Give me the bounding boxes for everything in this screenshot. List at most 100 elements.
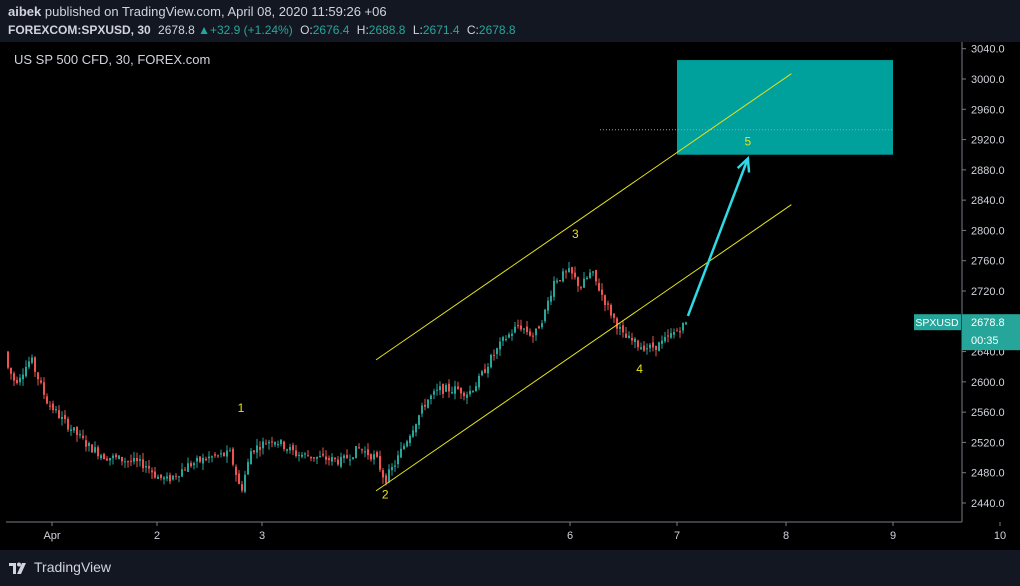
- candle-body: [244, 474, 246, 492]
- candle-body: [190, 463, 192, 467]
- symbol-label[interactable]: FOREXCOM:SPXUSD, 30: [8, 23, 151, 37]
- countdown-label: 00:35: [971, 335, 999, 347]
- symbol-tag-label: SPXUSD: [915, 317, 959, 329]
- price-change: +32.9 (+1.24%): [209, 23, 293, 37]
- candle-body: [508, 334, 510, 338]
- candle-body: [496, 348, 498, 355]
- candle-body: [454, 386, 456, 394]
- candle-body: [172, 475, 174, 480]
- candle-body: [529, 331, 531, 336]
- candle-body: [10, 367, 12, 374]
- time-tick-label: 9: [890, 530, 896, 542]
- candle-body: [568, 268, 570, 273]
- candle-body: [520, 325, 522, 330]
- candle-body: [226, 450, 228, 457]
- candle-body: [202, 457, 204, 464]
- candle-body: [343, 455, 345, 459]
- candle-body: [118, 455, 120, 460]
- candle-body: [16, 379, 18, 384]
- candle-body: [238, 473, 240, 484]
- candle-body: [418, 415, 420, 425]
- candle-body: [124, 461, 126, 463]
- candle-body: [316, 456, 318, 459]
- time-axis[interactable]: Apr2367891011: [6, 521, 1020, 542]
- candle-body: [490, 354, 492, 368]
- price-tick-label: 2920.0: [971, 135, 1005, 147]
- price-tick-label: 2960.0: [971, 104, 1005, 116]
- candle-body: [301, 454, 303, 457]
- publish-line: aibek published on TradingView.com, Apri…: [8, 4, 387, 19]
- candle-body: [349, 459, 351, 461]
- candle-body: [106, 458, 108, 461]
- candle-body: [661, 340, 663, 344]
- candle-body: [433, 391, 435, 395]
- candle-body: [229, 450, 231, 452]
- chart-title: US SP 500 CFD, 30, FOREX.com: [14, 52, 210, 67]
- candle-body: [160, 474, 162, 478]
- candle-body: [199, 456, 201, 462]
- candle-body: [97, 447, 99, 457]
- wave-label-4: 4: [636, 362, 643, 376]
- channel-upper-line: [375, 73, 792, 361]
- open-value: 2676.4: [312, 23, 350, 37]
- candle-body: [589, 272, 591, 278]
- candle-body: [328, 458, 330, 461]
- candle-body: [184, 469, 186, 471]
- candle-body: [52, 403, 54, 410]
- chart-area[interactable]: 1 2 3 4 5 US SP 500 CFD, 30, FOREX.com 2440.…: [0, 42, 1020, 550]
- candle-body: [670, 333, 672, 338]
- candle-body: [307, 455, 309, 457]
- candle-body: [649, 344, 651, 349]
- candle-body: [448, 383, 450, 392]
- candle-body: [130, 460, 132, 462]
- candle-body: [340, 456, 342, 467]
- candle-body: [49, 405, 51, 407]
- candle-body: [241, 484, 243, 491]
- candle-body: [511, 333, 513, 336]
- candle-body: [553, 280, 555, 297]
- candle-body: [76, 426, 78, 436]
- candle-body: [88, 443, 90, 446]
- price-tick-label: 2600.0: [971, 377, 1005, 389]
- candle-body: [655, 345, 657, 350]
- candle-body: [70, 429, 72, 431]
- candle-body: [664, 336, 666, 342]
- candle-body: [583, 278, 585, 288]
- candle-body: [646, 348, 648, 350]
- candle-body: [535, 328, 537, 336]
- candle-body: [547, 300, 549, 311]
- author-name[interactable]: aibek: [8, 4, 42, 19]
- candle-body: [457, 386, 459, 390]
- candle-body: [580, 287, 582, 289]
- time-tick-label: 10: [994, 530, 1006, 542]
- candle-body: [313, 457, 315, 459]
- wave-label-3: 3: [572, 227, 579, 241]
- candle-body: [319, 455, 321, 458]
- candle-body: [400, 448, 402, 458]
- candle-body: [376, 452, 378, 457]
- candle-body: [271, 441, 273, 443]
- candle-body: [622, 325, 624, 333]
- candle-body: [427, 399, 429, 408]
- candle-body: [526, 326, 528, 333]
- candle-body: [193, 463, 195, 466]
- candle-body: [175, 475, 177, 477]
- candle-body: [337, 459, 339, 465]
- candle-body: [22, 374, 24, 380]
- candle-body: [676, 330, 678, 332]
- candle-body: [598, 283, 600, 291]
- candle-body: [478, 375, 480, 388]
- price-axis[interactable]: 2440.02480.02520.02560.02600.02640.02680…: [914, 42, 1020, 550]
- candle-body: [352, 457, 354, 459]
- candle-body: [253, 450, 255, 453]
- candle-body: [412, 430, 414, 437]
- up-triangle-icon: ▲: [198, 23, 210, 37]
- candle-body: [625, 333, 627, 338]
- candle-body: [148, 466, 150, 469]
- chart-svg[interactable]: 1 2 3 4 5 US SP 500 CFD, 30, FOREX.com 2440.…: [0, 42, 1020, 550]
- candle-body: [562, 271, 564, 282]
- candle-body: [439, 386, 441, 391]
- candle-body: [112, 455, 114, 459]
- candle-body: [310, 456, 312, 459]
- candle-body: [346, 454, 348, 459]
